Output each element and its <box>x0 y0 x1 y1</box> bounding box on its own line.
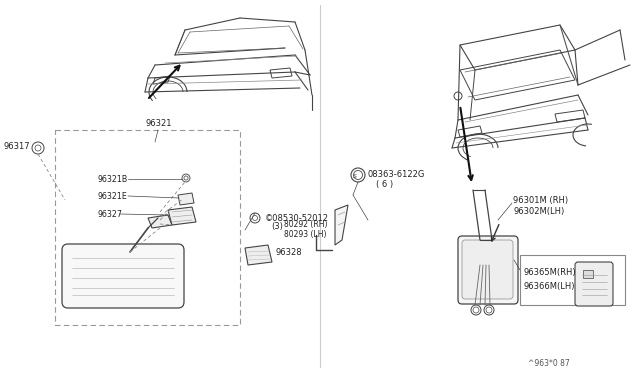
Text: 96321E: 96321E <box>98 192 128 201</box>
Circle shape <box>253 215 257 221</box>
Polygon shape <box>335 205 348 245</box>
Text: 80292 (RH): 80292 (RH) <box>284 220 327 229</box>
Circle shape <box>182 174 190 182</box>
Circle shape <box>484 305 494 315</box>
Circle shape <box>250 213 260 223</box>
Text: 96366M(LH): 96366M(LH) <box>524 282 575 291</box>
Text: ^963*0 87: ^963*0 87 <box>528 359 570 368</box>
Circle shape <box>486 307 492 313</box>
Text: S: S <box>353 173 357 179</box>
Bar <box>583 270 593 278</box>
Circle shape <box>351 168 365 182</box>
Polygon shape <box>178 193 194 205</box>
FancyBboxPatch shape <box>458 236 518 304</box>
Text: ©08530-52012: ©08530-52012 <box>265 214 329 223</box>
Bar <box>55 130 240 325</box>
Bar <box>520 255 625 305</box>
Circle shape <box>471 305 481 315</box>
FancyBboxPatch shape <box>575 262 613 306</box>
Circle shape <box>353 170 362 180</box>
Text: 80293 (LH): 80293 (LH) <box>285 230 327 239</box>
FancyBboxPatch shape <box>462 240 513 299</box>
Circle shape <box>35 145 41 151</box>
Text: 96327: 96327 <box>98 210 123 219</box>
Text: ( 6 ): ( 6 ) <box>376 180 393 189</box>
Circle shape <box>32 142 44 154</box>
Text: 96317: 96317 <box>4 142 31 151</box>
Circle shape <box>473 307 479 313</box>
FancyBboxPatch shape <box>62 244 184 308</box>
Polygon shape <box>168 207 196 225</box>
Text: 96321B: 96321B <box>98 175 128 184</box>
Text: 96321: 96321 <box>145 119 172 128</box>
Text: 96365M(RH): 96365M(RH) <box>524 268 577 277</box>
Text: 96328: 96328 <box>275 248 301 257</box>
Text: 96301M (RH): 96301M (RH) <box>513 196 568 205</box>
Circle shape <box>454 92 462 100</box>
Text: 08363-6122G: 08363-6122G <box>368 170 426 179</box>
Polygon shape <box>148 215 172 228</box>
Polygon shape <box>245 245 272 265</box>
Text: (3): (3) <box>271 222 283 231</box>
Text: 96302M(LH): 96302M(LH) <box>513 207 564 216</box>
Circle shape <box>184 176 188 180</box>
